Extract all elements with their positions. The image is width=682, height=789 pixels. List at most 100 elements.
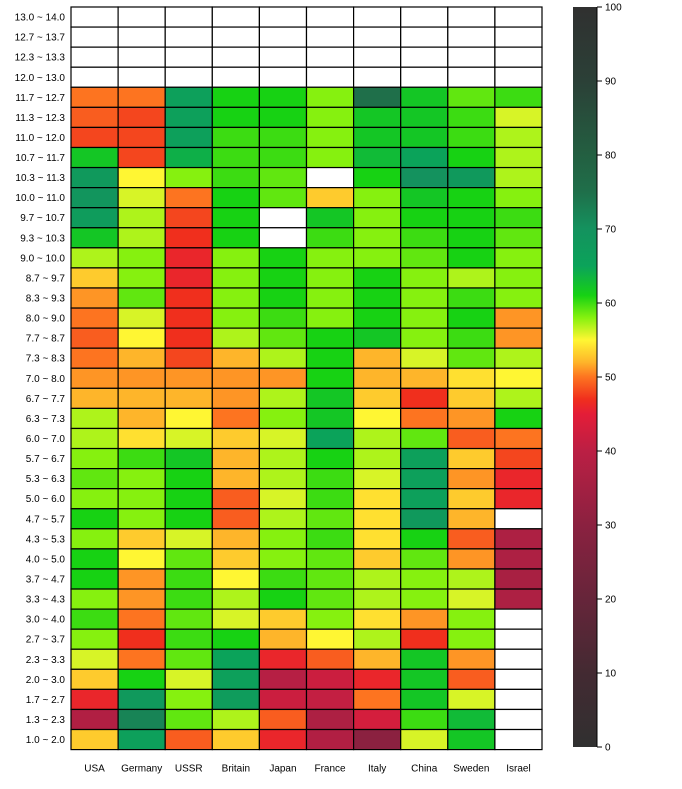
heatmap-cell bbox=[305, 447, 355, 470]
colorbar-tick-label: 40 bbox=[605, 447, 617, 458]
heatmap-cell bbox=[117, 287, 166, 309]
heatmap-cell bbox=[70, 207, 119, 229]
heatmap-cell bbox=[400, 267, 449, 289]
heatmap-cell bbox=[305, 6, 355, 28]
heatmap-cell bbox=[117, 608, 166, 630]
heatmap-cell bbox=[305, 407, 355, 430]
colorbar-tick-label: 20 bbox=[605, 595, 617, 606]
heatmap-cell bbox=[258, 367, 308, 389]
heatmap-cell bbox=[494, 166, 543, 189]
heatmap-cell bbox=[164, 166, 213, 189]
row-label: 11.3 ~ 12.3 bbox=[15, 113, 65, 124]
heatmap-cell bbox=[447, 708, 496, 731]
heatmap-cell bbox=[447, 668, 496, 690]
heatmap-cell bbox=[211, 387, 261, 409]
heatmap-cell bbox=[258, 488, 308, 510]
heatmap-cell bbox=[305, 86, 355, 108]
row-label: 2.0 ~ 3.0 bbox=[26, 675, 66, 686]
heatmap-cell bbox=[494, 488, 543, 510]
heatmap-cell bbox=[447, 106, 496, 129]
heatmap-cell bbox=[258, 688, 308, 711]
heatmap-cell bbox=[494, 508, 543, 530]
heatmap-cell bbox=[164, 86, 213, 108]
heatmap-cell bbox=[117, 227, 166, 249]
heatmap-cell bbox=[353, 608, 402, 630]
heatmap-cell bbox=[400, 668, 449, 690]
heatmap-cell bbox=[400, 628, 449, 650]
heatmap-cell bbox=[117, 126, 166, 149]
colorbar-tick-label: 90 bbox=[605, 77, 617, 88]
heatmap-cell bbox=[494, 126, 543, 149]
heatmap-cell bbox=[447, 126, 496, 149]
heatmap-cell bbox=[258, 227, 308, 249]
heatmap-cell bbox=[494, 708, 543, 731]
heatmap-cell bbox=[164, 568, 213, 590]
heatmap-cell bbox=[117, 86, 166, 108]
heatmap-cell bbox=[400, 6, 449, 28]
heatmap-cell bbox=[211, 187, 261, 209]
row-label: 11.7 ~ 12.7 bbox=[15, 93, 65, 104]
heatmap-cell bbox=[70, 106, 119, 129]
heatmap-cell bbox=[164, 468, 213, 490]
heatmap-cell bbox=[447, 568, 496, 590]
row-label: 3.0 ~ 4.0 bbox=[26, 615, 66, 626]
heatmap-cell bbox=[70, 628, 119, 650]
heatmap-cell bbox=[305, 688, 355, 711]
heatmap-cell bbox=[211, 708, 261, 731]
heatmap-cell bbox=[211, 267, 261, 289]
heatmap-cell bbox=[258, 588, 308, 610]
heatmap-cell bbox=[117, 728, 166, 751]
heatmap-cell bbox=[494, 367, 543, 389]
heatmap-cell bbox=[258, 508, 308, 530]
heatmap-cell bbox=[70, 608, 119, 630]
row-label: 12.7 ~ 13.7 bbox=[15, 33, 66, 44]
heatmap-cell bbox=[305, 307, 355, 329]
heatmap-cell bbox=[305, 146, 355, 169]
heatmap-cell bbox=[70, 407, 119, 430]
heatmap-cell bbox=[353, 367, 402, 389]
heatmap-cell bbox=[400, 347, 449, 369]
heatmap-cell bbox=[400, 187, 449, 209]
heatmap-cell bbox=[447, 728, 496, 751]
row-label: 5.3 ~ 6.3 bbox=[26, 474, 66, 485]
heatmap-cell bbox=[117, 628, 166, 650]
heatmap-cell bbox=[211, 86, 261, 108]
heatmap-cell bbox=[70, 488, 119, 510]
heatmap-cell bbox=[353, 508, 402, 530]
heatmap-cell bbox=[305, 267, 355, 289]
heatmap-cell bbox=[211, 628, 261, 650]
heatmap-cell bbox=[164, 6, 213, 28]
heatmap-cell bbox=[305, 468, 355, 490]
heatmap-cells bbox=[70, 6, 543, 751]
heatmap-cell bbox=[400, 708, 449, 731]
heatmap-cell bbox=[117, 327, 166, 349]
heatmap-cell bbox=[305, 287, 355, 309]
row-label: 9.3 ~ 10.3 bbox=[20, 233, 65, 244]
heatmap-cell bbox=[305, 227, 355, 249]
heatmap-cell bbox=[258, 407, 308, 430]
heatmap-cell bbox=[494, 628, 543, 650]
heatmap-cell bbox=[70, 588, 119, 610]
heatmap-cell bbox=[117, 668, 166, 690]
row-label: 12.3 ~ 13.3 bbox=[15, 53, 66, 64]
heatmap-cell bbox=[70, 327, 119, 349]
heatmap-cell bbox=[447, 648, 496, 670]
heatmap-cell bbox=[211, 728, 261, 751]
heatmap-cell bbox=[305, 187, 355, 209]
heatmap-cell bbox=[353, 468, 402, 490]
heatmap-cell bbox=[494, 247, 543, 269]
heatmap-cell bbox=[494, 287, 543, 309]
heatmap-cell bbox=[258, 468, 308, 490]
heatmap-cell bbox=[353, 46, 402, 68]
heatmap-cell bbox=[258, 447, 308, 470]
heatmap-cell bbox=[117, 407, 166, 430]
heatmap-cell bbox=[400, 548, 449, 570]
heatmap-cell bbox=[117, 548, 166, 570]
row-labels: 13.0 ~ 14.0 12.7 ~ 13.7 12.3 ~ 13.3 12.0 ~ … bbox=[15, 13, 66, 747]
heatmap-cell bbox=[117, 387, 166, 409]
heatmap-cell bbox=[305, 126, 355, 149]
heatmap-cell bbox=[70, 86, 119, 108]
colorbar-tick-label: 70 bbox=[605, 225, 617, 236]
heatmap-cell bbox=[211, 407, 261, 430]
heatmap-cell bbox=[494, 106, 543, 129]
